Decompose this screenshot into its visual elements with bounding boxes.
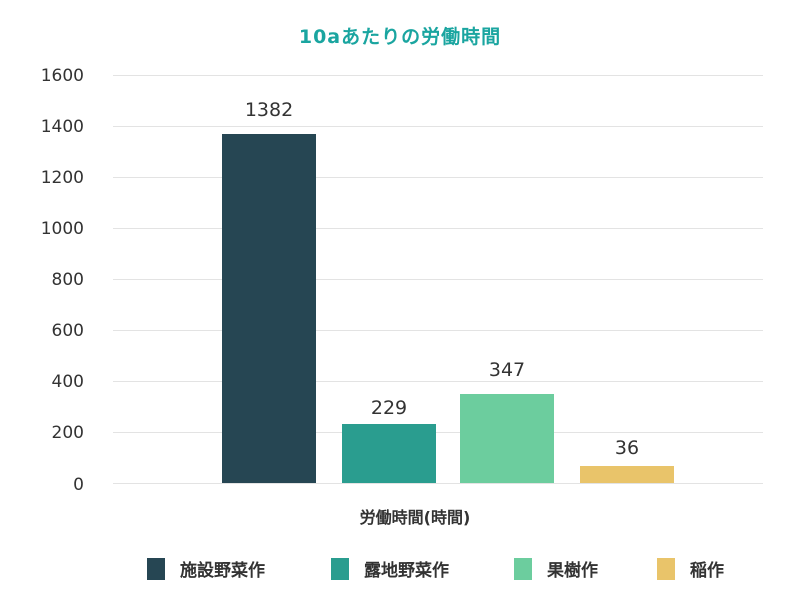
legend-label: 施設野菜作	[180, 561, 265, 581]
bar-facility-vegetables[interactable]	[222, 134, 316, 483]
bar-open-field-vegetables[interactable]	[342, 424, 436, 483]
legend-item-rice[interactable]: 稲作	[657, 556, 724, 581]
y-tick-label: 1400	[40, 117, 84, 137]
bar-fruit-trees[interactable]	[460, 394, 554, 483]
y-tick-label: 400	[51, 372, 84, 392]
legend-label: 稲作	[690, 561, 724, 581]
x-axis-label: 労働時間(時間)	[359, 508, 471, 527]
gridline	[113, 177, 763, 178]
gridline	[113, 75, 763, 76]
bar-rice[interactable]	[580, 466, 674, 483]
legend-swatch	[657, 557, 675, 580]
gridline	[113, 228, 763, 229]
y-tick-label: 1200	[40, 168, 84, 188]
gridline	[113, 279, 763, 280]
legend-item-fruit-trees[interactable]: 果樹作	[514, 556, 598, 581]
chart-title: 10aあたりの労働時間	[298, 26, 502, 48]
bar-value-label: 1382	[244, 99, 294, 121]
gridline	[113, 381, 763, 382]
legend-item-open-field-vegetables[interactable]: 露地野菜作	[331, 556, 449, 581]
y-tick-label: 600	[51, 321, 84, 341]
y-tick-label: 1600	[40, 66, 84, 86]
legend-swatch	[331, 557, 349, 580]
y-tick-label: 200	[51, 423, 84, 443]
gridline	[113, 432, 763, 433]
bar-value-label: 229	[370, 397, 408, 419]
legend-swatch	[147, 557, 165, 580]
gridline	[113, 330, 763, 331]
gridline-baseline	[113, 483, 763, 484]
y-tick-label: 1000	[40, 219, 84, 239]
bar-value-label: 347	[488, 359, 526, 381]
legend-swatch	[514, 557, 532, 580]
y-tick-label: 800	[51, 270, 84, 290]
bar-value-label: 36	[614, 437, 640, 459]
gridline	[113, 126, 763, 127]
y-tick-label: 0	[73, 475, 84, 495]
legend-item-facility-vegetables[interactable]: 施設野菜作	[147, 556, 265, 581]
legend-label: 果樹作	[547, 561, 598, 581]
legend-label: 露地野菜作	[364, 561, 449, 581]
